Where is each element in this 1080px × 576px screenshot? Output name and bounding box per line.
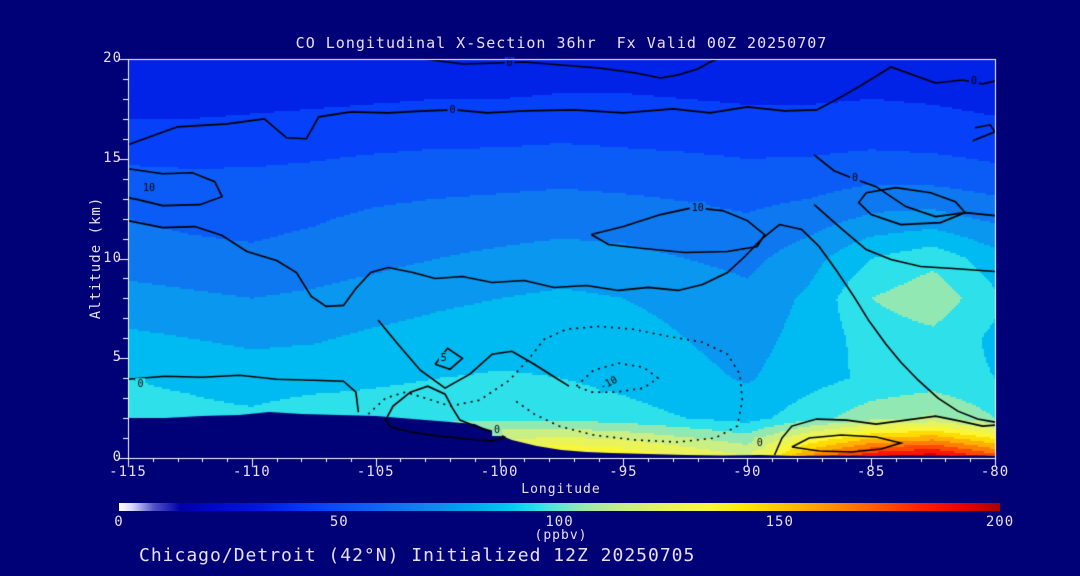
colorbar-tick-label: 0 xyxy=(114,514,124,530)
colorbar-tick-label: 50 xyxy=(329,514,349,530)
colorbar-units: (ppbv) xyxy=(534,528,588,543)
x-tick-label: -80 xyxy=(980,464,1010,480)
x-tick-label: -95 xyxy=(609,464,638,480)
colorbar-tick-label: 100 xyxy=(545,514,574,530)
y-tick-label: 20 xyxy=(103,50,122,66)
y-tick-label: 0 xyxy=(112,449,122,465)
colorbar-tick-label: 150 xyxy=(765,514,794,530)
x-tick-label: -105 xyxy=(356,464,395,480)
colorbar xyxy=(119,503,1000,511)
x-axis-title: Longitude xyxy=(521,482,601,497)
caption: Chicago/Detroit (42°N) Initialized 12Z 2… xyxy=(139,545,696,566)
chart-title: CO Longitudinal X-Section 36hr Fx Valid … xyxy=(295,34,828,52)
y-tick-label: 15 xyxy=(103,149,122,166)
y-tick-label: 10 xyxy=(103,249,122,266)
x-tick-label: -115 xyxy=(109,464,147,480)
x-tick-label: -100 xyxy=(480,464,519,480)
x-tick-label: -110 xyxy=(232,464,271,480)
colorbar-tick-label: 200 xyxy=(985,514,1015,530)
y-tick-label: 5 xyxy=(112,349,122,366)
x-tick-label: -90 xyxy=(733,464,762,480)
x-tick-label: -85 xyxy=(856,464,886,480)
